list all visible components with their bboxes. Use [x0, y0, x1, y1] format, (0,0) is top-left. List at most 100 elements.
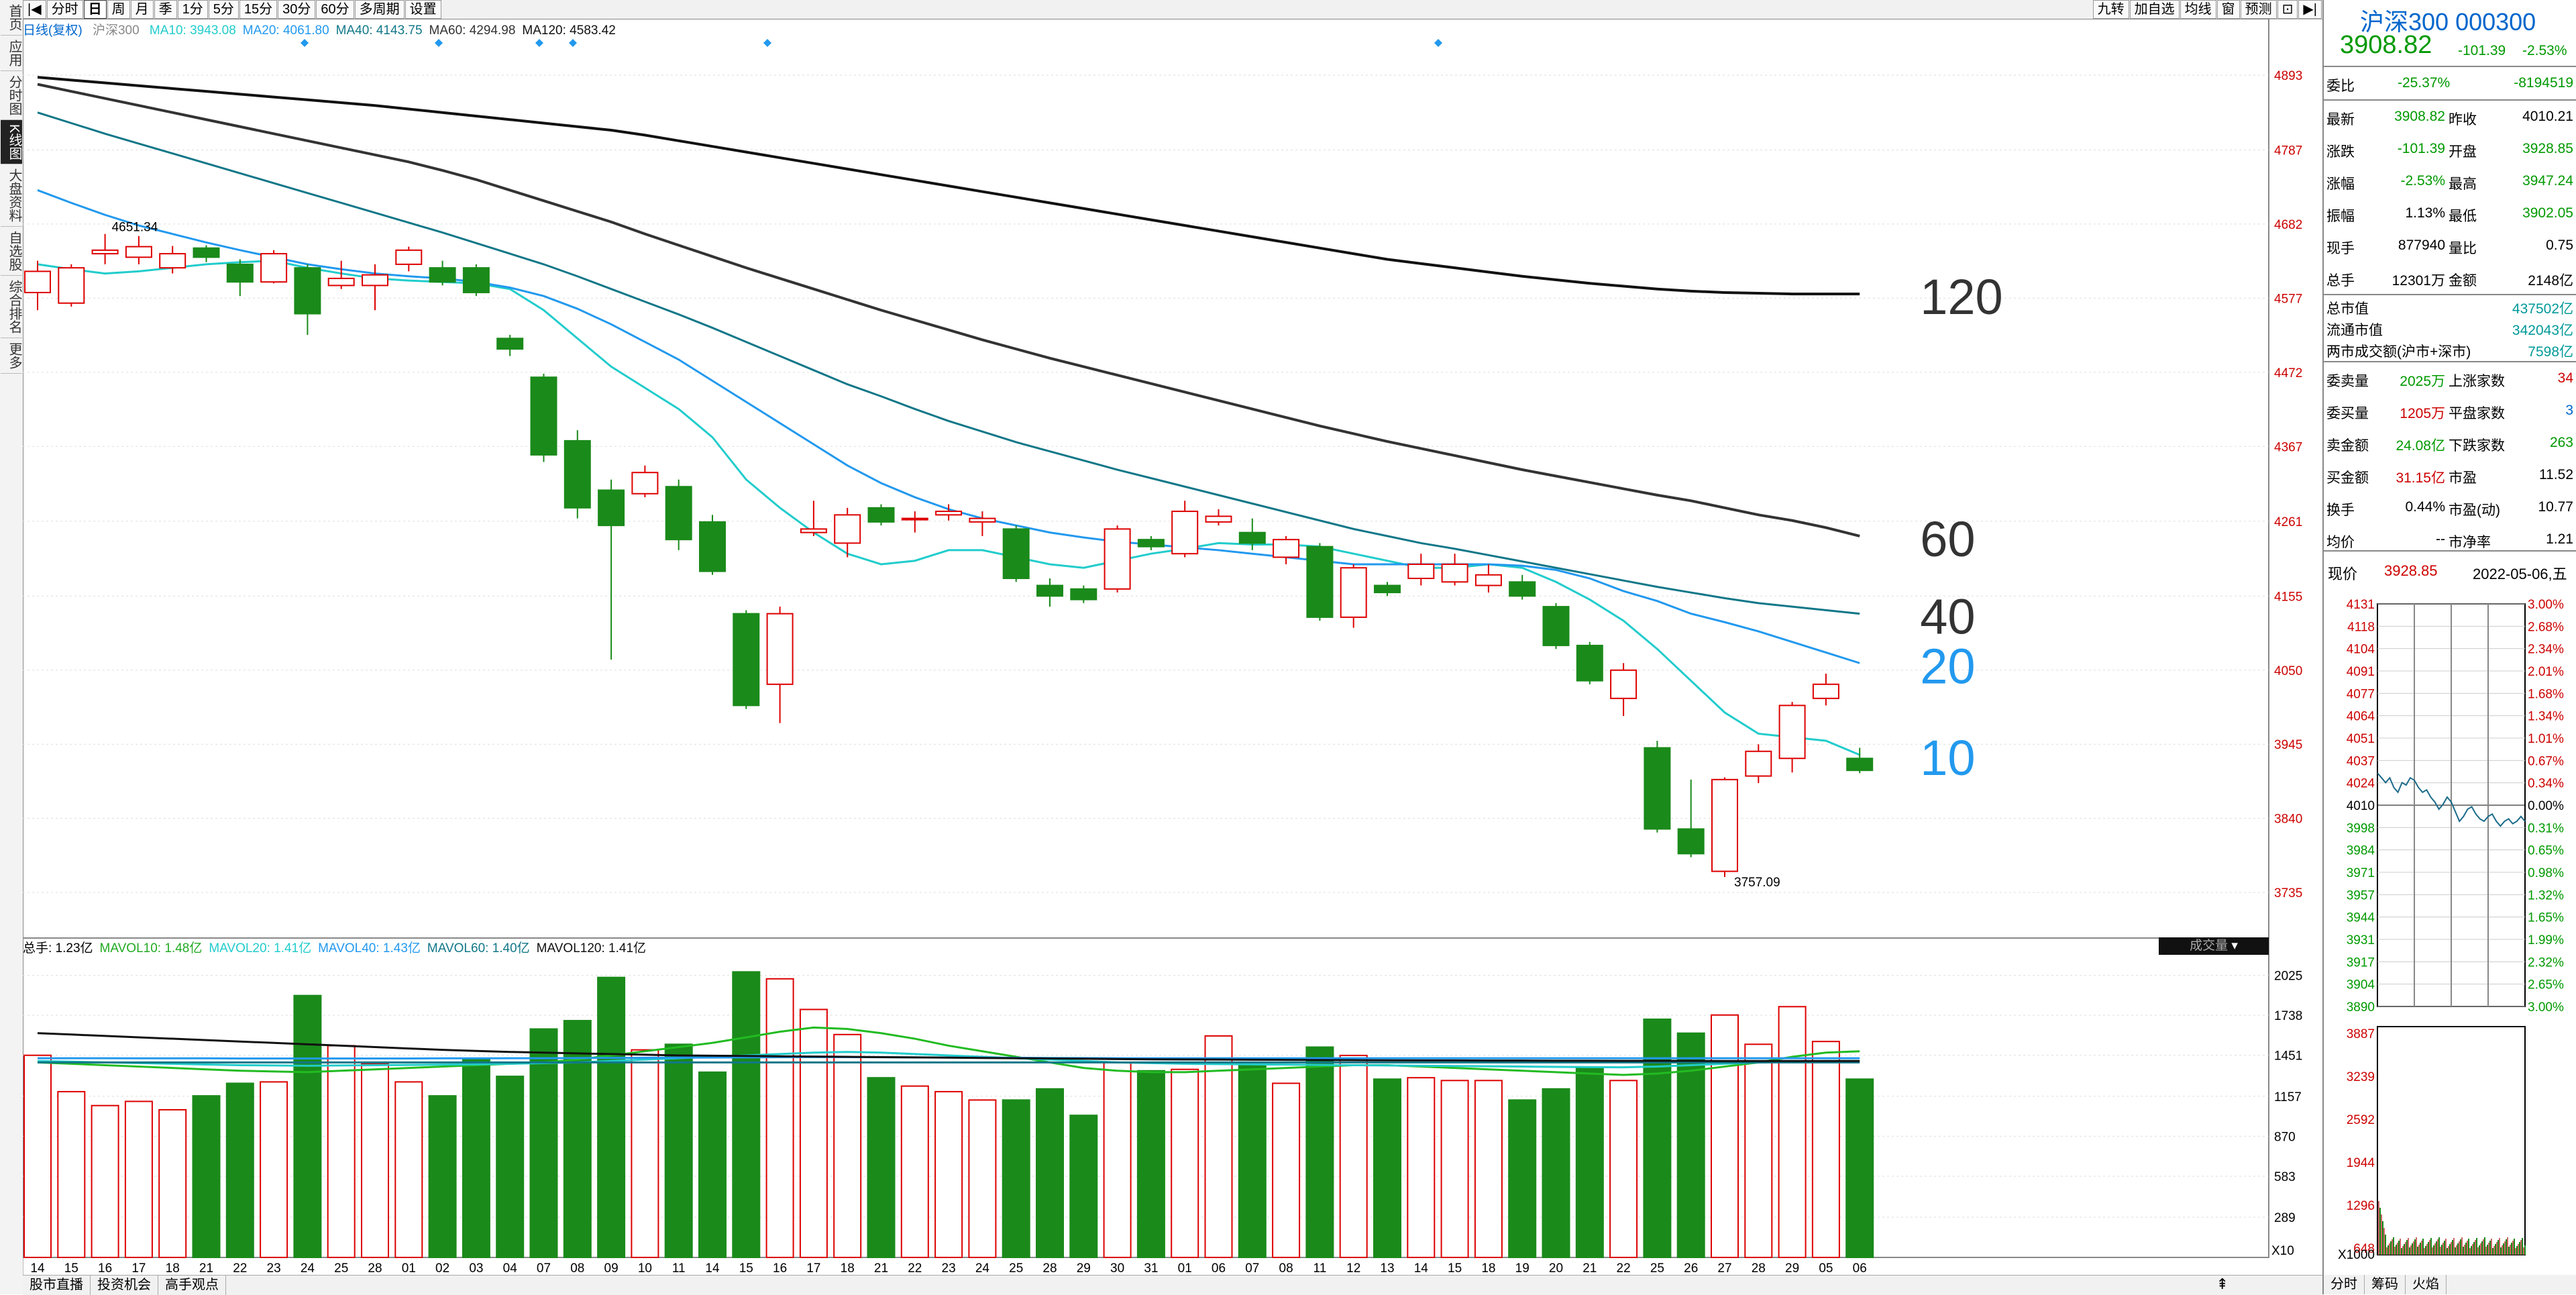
volume-bar[interactable] — [293, 994, 322, 1258]
volume-bar[interactable] — [1407, 1077, 1436, 1258]
candle[interactable] — [1509, 574, 1536, 600]
volume-bar[interactable] — [462, 1059, 490, 1258]
lock-icon[interactable]: ⊡ — [2277, 0, 2298, 19]
candle[interactable] — [125, 236, 152, 264]
candle[interactable] — [1542, 603, 1570, 650]
candle[interactable] — [1812, 674, 1839, 706]
candle[interactable] — [91, 234, 119, 264]
candle[interactable] — [564, 430, 591, 519]
volume-bar[interactable] — [1711, 1014, 1739, 1258]
period-button-5[interactable]: 1分 — [177, 0, 208, 19]
candle[interactable] — [1137, 535, 1165, 550]
candle[interactable] — [462, 264, 490, 297]
candle[interactable] — [1238, 518, 1266, 550]
volume-bar[interactable] — [1744, 1043, 1773, 1259]
event-marker-icon[interactable] — [763, 39, 771, 47]
candle[interactable] — [699, 515, 726, 575]
volume-bar[interactable] — [428, 1095, 457, 1258]
volume-bar[interactable] — [394, 1081, 423, 1259]
volume-bar[interactable] — [1575, 1067, 1604, 1258]
candle[interactable] — [1306, 543, 1334, 621]
sidebar-item-1[interactable]: 应用 — [1, 36, 22, 71]
event-marker-icon[interactable] — [435, 39, 443, 47]
tool-button-2[interactable]: 均线 — [2180, 0, 2216, 19]
event-marker-icon[interactable] — [301, 39, 309, 47]
candle[interactable] — [362, 264, 388, 311]
candle[interactable] — [901, 511, 928, 533]
candle[interactable] — [294, 264, 321, 335]
prev-arrow-icon[interactable]: |◀ — [23, 0, 46, 19]
bottom-tab-0[interactable]: 股市直播 — [23, 1276, 91, 1295]
candle[interactable] — [834, 507, 861, 558]
volume-bar[interactable] — [631, 1049, 659, 1258]
volume-bar[interactable] — [1272, 1082, 1301, 1258]
candle[interactable] — [159, 246, 186, 274]
volume-bar[interactable] — [57, 1090, 86, 1259]
volume-bar[interactable] — [1474, 1080, 1503, 1259]
period-button-8[interactable]: 30分 — [278, 0, 316, 19]
candle[interactable] — [1070, 585, 1097, 603]
candle[interactable] — [867, 504, 895, 526]
volume-bar[interactable] — [23, 1054, 52, 1258]
candle[interactable] — [1711, 777, 1738, 877]
candle[interactable] — [969, 511, 996, 536]
volume-bar[interactable] — [867, 1077, 896, 1258]
volume-bar[interactable] — [1373, 1078, 1401, 1258]
volume-bar[interactable] — [1305, 1046, 1334, 1258]
next-arrow-icon[interactable]: ▶| — [2298, 0, 2322, 19]
volume-bar[interactable] — [968, 1099, 997, 1259]
candle[interactable] — [1474, 564, 1502, 593]
candle[interactable] — [1778, 702, 1806, 773]
period-button-11[interactable]: 设置 — [405, 0, 441, 19]
volume-bar[interactable] — [1171, 1068, 1199, 1258]
period-button-9[interactable]: 60分 — [316, 0, 354, 19]
candle[interactable] — [800, 501, 827, 536]
sidebar-item-3[interactable]: K线图 — [1, 120, 22, 165]
event-marker-icon[interactable] — [535, 39, 543, 47]
sidebar-item-2[interactable]: 分时图 — [1, 71, 22, 120]
volume-bar[interactable] — [1069, 1115, 1098, 1258]
candle[interactable] — [631, 465, 659, 498]
period-button-3[interactable]: 月 — [130, 0, 154, 19]
bottom-tab-1[interactable]: 投资机会 — [91, 1276, 158, 1295]
volume-bar[interactable] — [934, 1090, 963, 1259]
candle[interactable] — [530, 373, 557, 462]
sidebar-item-7[interactable]: 更多 — [1, 338, 22, 374]
quote-tab-0[interactable]: 分时 — [2324, 1275, 2365, 1294]
volume-bar[interactable] — [900, 1085, 929, 1258]
volume-bar[interactable] — [192, 1095, 221, 1258]
volume-bar[interactable] — [1103, 1061, 1132, 1259]
bottom-tab-2[interactable]: 高手观点 — [158, 1276, 226, 1295]
volume-bar[interactable] — [361, 1063, 389, 1259]
volume-bar[interactable] — [1339, 1054, 1368, 1258]
volume-bar[interactable] — [91, 1104, 119, 1258]
sidebar-item-4[interactable]: 大盘资料 — [1, 164, 22, 227]
candle[interactable] — [226, 259, 254, 297]
volume-bar[interactable] — [1811, 1041, 1840, 1258]
sidebar-item-0[interactable]: 首页 — [1, 0, 22, 36]
candle[interactable] — [1846, 747, 1874, 774]
quote-tab-2[interactable]: 火焰 — [2406, 1275, 2447, 1294]
candle[interactable] — [1205, 509, 1232, 526]
volume-bar[interactable] — [225, 1082, 254, 1258]
event-marker-icon[interactable] — [569, 39, 577, 47]
chart-mode-label[interactable]: 日线(复权) — [23, 23, 83, 38]
candle[interactable] — [935, 504, 963, 521]
period-button-2[interactable]: 周 — [107, 0, 130, 19]
candle[interactable] — [598, 479, 625, 660]
volume-bar[interactable] — [833, 1033, 862, 1259]
candle[interactable] — [496, 335, 524, 356]
kline-chart[interactable]: 4893 4787 4682 4577 4472 4367 4261 4155 4050 3945… — [23, 19, 2322, 1275]
period-button-6[interactable]: 5分 — [208, 0, 239, 19]
candle[interactable] — [58, 264, 85, 307]
volume-bar[interactable] — [1204, 1035, 1233, 1259]
candle[interactable] — [395, 246, 423, 272]
period-button-10[interactable]: 多周期 — [354, 0, 405, 19]
period-button-4[interactable]: 季 — [154, 0, 177, 19]
period-button-0[interactable]: 分时 — [46, 0, 83, 19]
volume-bar[interactable] — [1542, 1088, 1570, 1259]
candle[interactable] — [1104, 525, 1131, 593]
candle[interactable] — [766, 607, 794, 723]
sidebar-item-6[interactable]: 综合排名 — [1, 276, 22, 339]
volume-bar[interactable] — [1508, 1099, 1537, 1259]
